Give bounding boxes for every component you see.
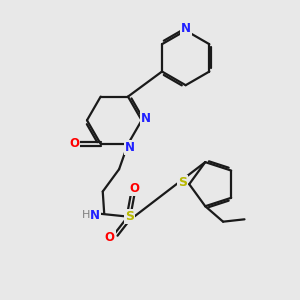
Text: O: O <box>129 182 139 195</box>
Text: O: O <box>69 137 79 151</box>
Text: N: N <box>140 112 151 125</box>
Text: O: O <box>105 231 115 244</box>
Text: N: N <box>124 141 134 154</box>
Text: N: N <box>90 209 100 222</box>
Text: S: S <box>125 210 134 223</box>
Text: S: S <box>178 176 187 189</box>
Text: H: H <box>82 210 90 220</box>
Text: N: N <box>181 22 191 35</box>
